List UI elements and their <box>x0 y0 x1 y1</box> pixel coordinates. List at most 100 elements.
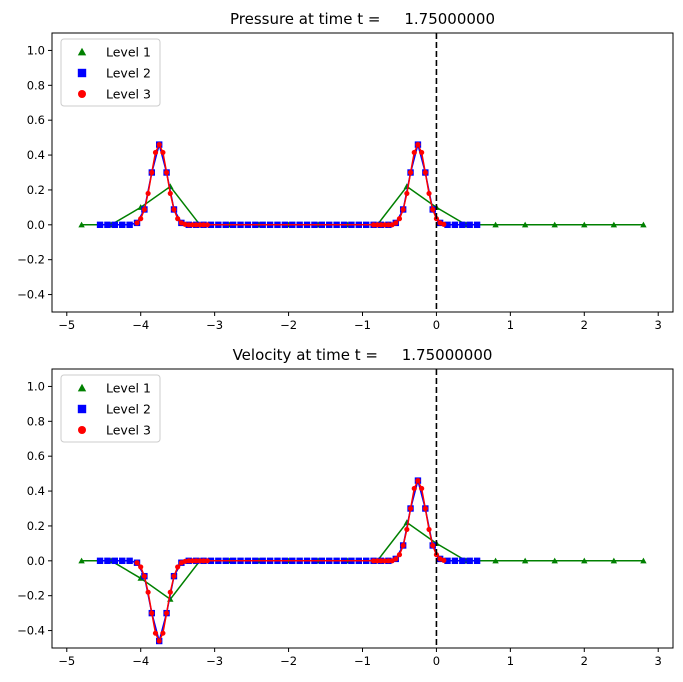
data-point <box>126 221 133 229</box>
y-tick-label: 0.4 <box>27 484 45 498</box>
data-point <box>163 610 170 616</box>
data-point <box>370 222 377 228</box>
legend-box <box>60 374 161 443</box>
data-point <box>160 149 166 156</box>
legend-label: Level 1 <box>106 381 151 396</box>
y-tick-label: 0.2 <box>27 519 45 533</box>
x-tick-label: 3 <box>655 318 662 332</box>
data-point <box>610 557 618 564</box>
x-tick-label: 2 <box>581 318 588 332</box>
x-tick-label: −5 <box>58 318 75 332</box>
y-tick-label: −0.4 <box>17 288 45 302</box>
data-point <box>426 526 432 533</box>
data-point <box>473 221 481 229</box>
chart-title: Velocity at time t = 1.75000000 <box>233 346 493 364</box>
data-point <box>581 557 588 564</box>
data-point <box>175 216 181 222</box>
x-tick-label: 2 <box>581 654 588 668</box>
y-tick-label: 0.6 <box>27 449 45 463</box>
y-tick-label: 1.0 <box>27 379 45 393</box>
data-point <box>419 149 425 156</box>
data-point <box>134 220 140 226</box>
data-point <box>186 222 192 228</box>
data-point <box>400 542 406 549</box>
x-tick-label: −1 <box>354 318 371 332</box>
series-line-level-3 <box>136 142 445 226</box>
y-tick-label: 0.8 <box>27 414 45 428</box>
data-point <box>441 557 447 563</box>
data-point <box>459 557 466 565</box>
y-tick-label: 0.8 <box>27 78 45 92</box>
x-tick-label: −2 <box>280 318 297 332</box>
series-line-level-2 <box>100 141 478 226</box>
plot-area <box>78 369 647 648</box>
x-tick-label: 1 <box>507 318 514 332</box>
data-point <box>419 485 425 492</box>
data-point <box>156 638 162 644</box>
series-line-level-3 <box>136 478 445 643</box>
legend-box <box>60 38 161 107</box>
data-point <box>521 557 529 564</box>
data-point <box>156 142 162 148</box>
data-point <box>396 552 403 558</box>
data-point <box>171 206 177 213</box>
legend-marker-square <box>77 404 87 414</box>
data-point <box>551 557 558 564</box>
data-point <box>378 558 384 564</box>
x-tick-label: −1 <box>354 654 371 668</box>
data-point <box>473 557 481 565</box>
legend-label: Level 2 <box>106 402 151 417</box>
data-point <box>145 190 151 197</box>
data-point <box>451 557 459 565</box>
data-point <box>404 526 410 533</box>
data-point <box>197 558 203 564</box>
data-point <box>149 169 155 176</box>
data-point <box>382 222 388 228</box>
data-point <box>204 222 210 228</box>
data-point <box>404 190 410 197</box>
data-point <box>149 610 155 616</box>
data-point <box>104 221 111 229</box>
data-point <box>451 221 459 229</box>
legend-label: Level 1 <box>106 45 151 60</box>
y-tick-label: −0.4 <box>17 624 45 638</box>
y-tick-label: 0.2 <box>27 183 45 197</box>
data-point <box>411 149 417 156</box>
data-point <box>200 222 207 228</box>
data-point <box>411 485 417 492</box>
data-point <box>393 220 399 226</box>
series-line-level-1 <box>81 185 644 226</box>
data-point <box>393 556 399 562</box>
data-point <box>141 206 148 213</box>
data-point <box>385 558 391 564</box>
data-point <box>640 221 647 228</box>
x-tick-label: −5 <box>58 654 75 668</box>
data-point <box>193 558 199 564</box>
data-point <box>78 221 85 228</box>
data-point <box>193 222 199 228</box>
data-point <box>378 222 384 228</box>
x-tick-label: −3 <box>206 318 223 332</box>
x-tick-label: −4 <box>132 654 149 668</box>
data-point <box>126 557 133 565</box>
data-point <box>422 169 428 176</box>
data-point <box>137 575 144 581</box>
data-point <box>396 216 403 222</box>
y-tick-label: 1.0 <box>27 43 45 57</box>
data-point <box>145 589 151 595</box>
data-point <box>492 557 499 564</box>
data-point <box>459 221 466 229</box>
data-point <box>444 557 451 565</box>
legend: Level 1 Level 2 Level 3 <box>60 38 161 107</box>
y-tick-label: 0.0 <box>27 218 45 232</box>
chart-title: Pressure at time t = 1.75000000 <box>230 10 495 28</box>
data-point <box>385 222 391 228</box>
data-point <box>640 557 647 564</box>
data-point <box>152 630 159 636</box>
data-point <box>167 190 173 197</box>
legend-label: Level 3 <box>106 423 151 438</box>
x-tick-label: −4 <box>132 318 149 332</box>
legend-label: Level 3 <box>106 87 151 102</box>
data-point <box>407 169 414 176</box>
